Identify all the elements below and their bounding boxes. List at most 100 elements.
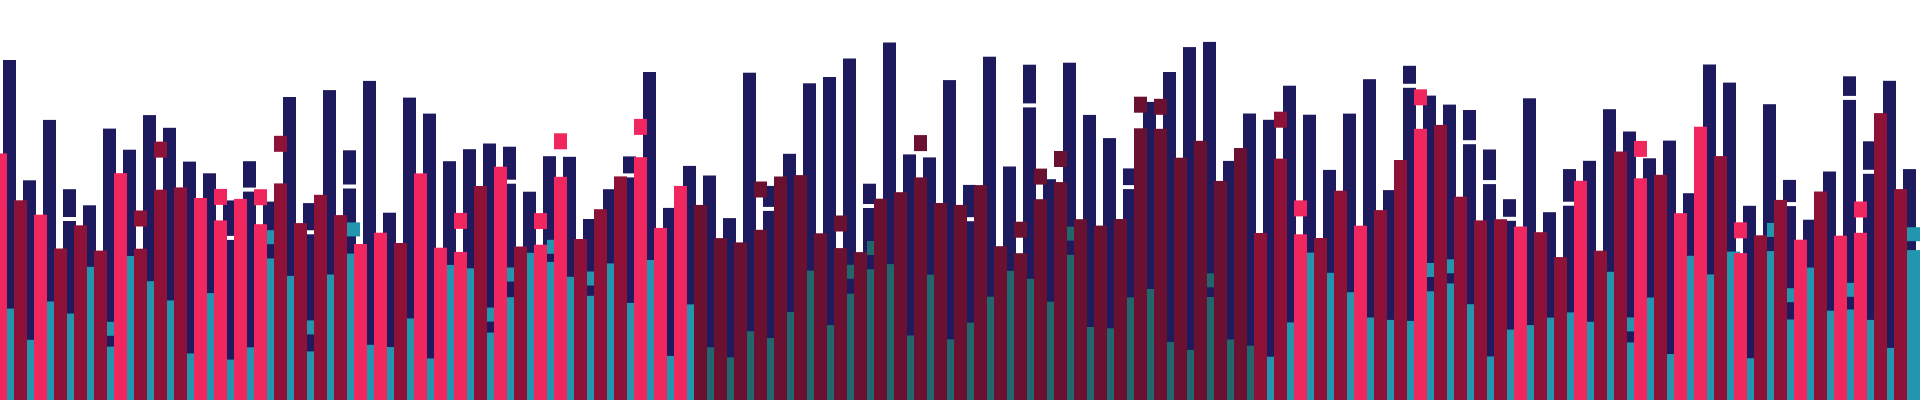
middle-bar	[994, 246, 1007, 400]
middle-bar	[1854, 232, 1867, 400]
middle-bar	[934, 203, 947, 400]
middle-bar	[1534, 232, 1547, 400]
accent-block	[1034, 168, 1047, 185]
accent-block	[214, 188, 227, 205]
middle-bar	[1874, 113, 1887, 400]
middle-bar	[1134, 128, 1147, 400]
middle-bar	[1574, 180, 1587, 400]
middle-bar	[894, 192, 907, 400]
accent-block	[1014, 221, 1027, 238]
middle-bar	[1654, 174, 1667, 400]
middle-bar	[494, 166, 507, 400]
middle-bar	[154, 189, 167, 400]
middle-bar	[134, 248, 147, 400]
bar-gap	[1023, 103, 1036, 108]
middle-bar	[674, 185, 687, 400]
bar-gap	[343, 184, 356, 189]
middle-bar	[794, 175, 807, 400]
middle-bar	[1414, 128, 1427, 400]
bar-gap	[963, 217, 976, 222]
bar-gap	[1403, 83, 1416, 88]
middle-bar	[234, 198, 247, 400]
accent-block	[1134, 96, 1147, 113]
middle-bar	[1114, 219, 1127, 400]
middle-bar	[514, 246, 527, 400]
middle-bar	[574, 239, 587, 400]
middle-bar	[1554, 257, 1567, 400]
middle-bar	[1354, 225, 1367, 400]
middle-bar	[54, 248, 67, 400]
bar-gap	[1563, 201, 1576, 206]
middle-bar	[1454, 196, 1467, 400]
middle-bar	[1154, 128, 1167, 400]
middle-bar	[394, 243, 407, 400]
middle-bar	[1314, 238, 1327, 400]
accent-block	[154, 141, 167, 158]
middle-bar	[194, 198, 207, 400]
teal-bar	[1907, 250, 1920, 400]
middle-bar	[874, 198, 887, 400]
middle-bar	[754, 229, 767, 400]
middle-bar	[1754, 235, 1767, 400]
middle-bar	[1294, 234, 1307, 400]
bar-gap	[303, 230, 316, 235]
middle-bar	[774, 176, 787, 400]
middle-bar	[1714, 156, 1727, 400]
middle-bar	[914, 177, 927, 400]
middle-bar	[34, 214, 47, 400]
middle-bar	[274, 183, 287, 400]
bar-gap	[503, 179, 516, 184]
bar-gap	[63, 217, 76, 221]
middle-bar	[1494, 219, 1507, 400]
accent-block	[554, 133, 567, 150]
middle-bar	[1634, 178, 1647, 400]
middle-bar	[334, 215, 347, 400]
middle-bar	[814, 233, 827, 400]
middle-bar	[1074, 219, 1087, 400]
bar-gap	[1483, 180, 1496, 185]
middle-bar	[1894, 189, 1907, 400]
middle-bar	[0, 153, 7, 400]
accent-block	[1414, 89, 1427, 106]
middle-bar	[114, 173, 127, 400]
middle-bar	[534, 244, 547, 400]
teal-accent-block	[347, 222, 360, 237]
middle-bar	[854, 252, 867, 400]
middle-bar	[1594, 250, 1607, 400]
middle-bar	[1054, 182, 1067, 400]
accent-block	[634, 118, 647, 135]
middle-bar	[1014, 253, 1027, 400]
middle-bar	[414, 173, 427, 400]
middle-bar	[1374, 210, 1387, 400]
middle-bar	[294, 223, 307, 400]
accent-block	[274, 135, 287, 152]
bar-gap	[1463, 140, 1476, 145]
accent-block	[1734, 222, 1747, 239]
accent-block	[754, 181, 767, 198]
accent-block	[454, 212, 467, 229]
middle-bar	[694, 204, 707, 400]
middle-bar	[14, 200, 27, 400]
middle-bar	[434, 247, 447, 400]
accent-block	[834, 215, 847, 232]
middle-bar	[1194, 140, 1207, 400]
middle-bar	[1094, 225, 1107, 400]
middle-bar	[1234, 148, 1247, 400]
middle-bar	[1834, 235, 1847, 400]
middle-bar	[1274, 158, 1287, 400]
middle-bar	[1814, 191, 1827, 400]
middle-bar	[1514, 226, 1527, 400]
middle-bar	[1614, 151, 1627, 400]
middle-bar	[1694, 126, 1707, 400]
bar-gap	[1843, 95, 1856, 100]
accent-block	[134, 210, 147, 227]
middle-bar	[1034, 199, 1047, 400]
middle-bar	[214, 220, 227, 400]
middle-bar	[74, 225, 87, 400]
accent-block	[914, 135, 927, 152]
bar-gap	[1783, 202, 1796, 207]
bar-gap	[1123, 185, 1136, 190]
middle-bar	[554, 176, 567, 400]
middle-bar	[1214, 180, 1227, 400]
